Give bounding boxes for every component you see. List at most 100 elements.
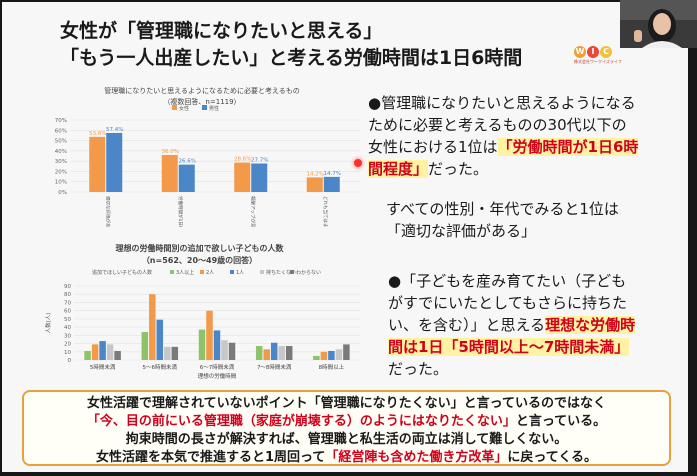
chart2-bar	[99, 341, 106, 360]
summary-line-4: 女性活躍を本気で推進すると1周回って「経営陣も含めた働き方改革」に戻ってくる。	[24, 449, 669, 467]
summary-line-3: 拘束時間の長さが解決すれば、管理職と私生活の両立は消して難しくない。	[125, 432, 568, 447]
chart1-legend-swatch	[202, 105, 207, 110]
chart2-legend-swatch	[170, 270, 174, 274]
bullet1-end: だった。	[428, 160, 489, 178]
chart1-y-tick: 10%	[55, 180, 67, 186]
chart1-y-tick: 40%	[55, 149, 67, 155]
chart2-bar-chart: 追加でほしい子どもの人数 3人以上 2人 1人 持ちたくない わからない 0 10 20 30 40…	[44, 269, 360, 380]
chart2-bar	[206, 310, 213, 360]
chart1-x-tick: 労働時間が1日6時間程度	[177, 196, 184, 227]
chart2-bar	[164, 346, 171, 360]
chart2-y-tick: 90	[64, 284, 71, 290]
chart1-bar	[106, 132, 123, 192]
chart2-x-tick: 5～6時間未満	[143, 363, 178, 371]
chart1-bar	[323, 176, 340, 192]
chart2-y-tick: 70	[64, 300, 71, 306]
chart2-legend-label: 3人以上	[176, 269, 194, 276]
chart1-data-label: 27.7%	[251, 158, 268, 164]
chart1-legend-label: 女性	[179, 105, 189, 112]
chart2-bar	[213, 330, 221, 360]
chart1-x-tick: 報酬アップが見込める	[249, 196, 256, 227]
chart1-data-label: 26.6%	[179, 159, 196, 165]
chart2-bar	[255, 346, 263, 360]
chart2-legend-label: 1人	[236, 270, 244, 276]
chart1-legend-label: 男性	[209, 105, 219, 112]
presenter-webcam-video	[620, 0, 697, 48]
chart2-legend-swatch	[290, 270, 294, 274]
chart2-legend-label: 2人	[206, 270, 214, 276]
title-line-1: 女性が「管理職になりたいと思える」	[60, 20, 383, 42]
chart2-bar	[313, 355, 320, 360]
chart2-bar	[343, 344, 350, 360]
chart2-legend-swatch	[230, 270, 234, 274]
chart2-bar	[228, 342, 236, 360]
chart2-legend-label: わからない	[296, 269, 321, 276]
chart1-y-tick: 20%	[55, 169, 67, 175]
chart1-y-tick: 50%	[55, 139, 67, 145]
bullet2-body: ●「子どもを産み育てたい（子どもがすでにいたとしてもさらに持ちたい、を含む）」と…	[388, 272, 627, 334]
chart2-bar	[270, 342, 278, 360]
chart1-x-tick: どれも当てはまらない	[322, 196, 329, 227]
summary-line-4-start: 女性活躍を本気で推進すると1周回って	[95, 450, 326, 465]
chart1-data-label: 28.6%	[234, 157, 251, 163]
bullet2-end: だった。	[388, 360, 449, 378]
chart2-bar	[156, 319, 164, 360]
chart2-x-axis-label: 理想の労働時間	[198, 372, 237, 380]
chart2-y-tick: 30	[64, 333, 71, 339]
presentation-slide: 女性が「管理職になりたいと思える」 「もう一人出産したい」と考える労働時間は1日…	[2, 2, 688, 472]
chart2-x-tick: 8時間以上	[319, 363, 345, 371]
chart2-bar	[328, 350, 335, 360]
summary-line-1: 女性活躍で理解されていないポイント「管理職になりたくない」と言っているのではなく	[87, 396, 606, 411]
chart1-bar	[161, 154, 178, 192]
logo-subtext: 株式会社ワークイズライフ	[574, 59, 622, 64]
chart2-y-tick: 0	[68, 358, 72, 364]
chart2-legend-title: 追加でほしい子どもの人数	[92, 269, 152, 276]
summary-line-4-end: に戻ってくる。	[507, 450, 598, 465]
chart2-bar	[285, 346, 293, 360]
chart2-y-tick: 20	[64, 342, 71, 348]
chart2-bar	[149, 294, 156, 360]
chart2-bar	[198, 329, 206, 360]
bullet2-text: ●「子どもを産み育てたい（子どもがすでにいたとしてもさらに持ちたい、を含む）」と…	[388, 270, 640, 380]
summary-line-2-highlight: 「今、目の前にいる管理職（家庭が崩壊する）のようにはなりたくない」	[86, 414, 516, 429]
logo-letter-i: I	[587, 46, 599, 58]
chart1-y-tick: 0%	[58, 190, 67, 196]
chart1-legend-swatch	[172, 105, 177, 110]
company-logo: W I C 株式会社ワークイズライフ	[574, 46, 622, 65]
chart2-legend-label: 持ちたくない	[266, 269, 296, 276]
chart2-y-axis-label: 人数(人)	[44, 313, 52, 334]
chart2-bar	[106, 344, 114, 360]
chart2-legend-swatch	[200, 270, 204, 274]
chart1-data-label: 57.4%	[106, 127, 123, 133]
chart2-bar	[84, 350, 91, 360]
chart2-bar	[278, 346, 285, 360]
chart1-subtitle: （複数回答、n=1119）	[163, 98, 241, 106]
chart1-bar	[306, 177, 323, 192]
chart2-y-tick: 50	[64, 317, 71, 323]
chart2-y-tick: 80	[64, 292, 71, 298]
bullet1-text: ●管理職になりたいと思えるようになるために必要と考えるものの30代以下の女性にお…	[368, 92, 640, 180]
chart1-bar	[234, 162, 251, 192]
chart1-x-tick: 適切な評価がある	[104, 196, 111, 227]
chart2-bar	[320, 351, 328, 360]
chart2-x-tick: 5時間未満	[90, 363, 116, 371]
chart1-bar	[178, 164, 195, 192]
slide-title: 女性が「管理職になりたいと思える」 「もう一人出産したい」と考える労働時間は1日…	[60, 18, 522, 72]
bullet1-body: ●管理職になりたいと思えるようになるために必要と考えるものの30代以下の女性にお…	[368, 94, 636, 156]
chart1-bar	[89, 136, 106, 192]
chart2-bar	[263, 349, 270, 360]
chart2-subtitle: （n=562、20～49歳の回答）	[141, 256, 258, 265]
chart2-bar	[335, 349, 343, 360]
chart2-y-tick: 40	[64, 325, 71, 331]
laser-pointer-dot	[354, 159, 362, 167]
summary-line-4-highlight: 「経営陣も含めた働き方改革」	[325, 450, 508, 465]
chart1-bar	[251, 163, 268, 192]
chart2-y-tick: 60	[64, 309, 71, 315]
chart1-data-label: 53.6%	[89, 131, 106, 137]
chart2-bar	[114, 350, 121, 360]
logo-letter-w: W	[574, 46, 586, 58]
chart2-y-tick: 10	[64, 350, 71, 356]
chart1-y-tick: 30%	[55, 159, 67, 165]
chart2-bar	[91, 344, 99, 360]
chart2-bar	[221, 340, 228, 360]
